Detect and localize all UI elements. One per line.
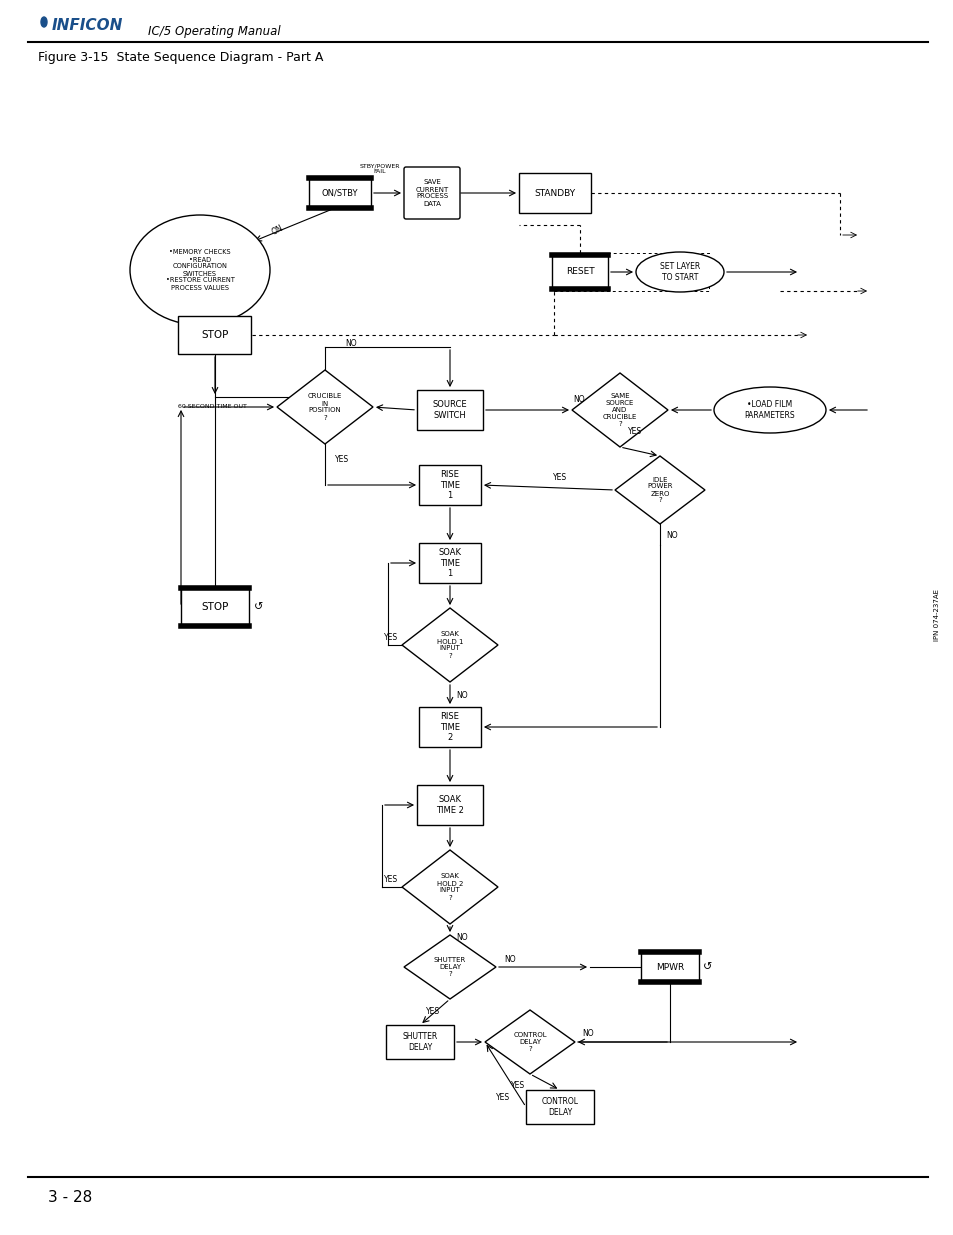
Polygon shape <box>403 935 496 999</box>
FancyBboxPatch shape <box>403 167 459 219</box>
Text: IDLE
POWER
ZERO
?: IDLE POWER ZERO ? <box>646 477 672 504</box>
Text: IC/5 Operating Manual: IC/5 Operating Manual <box>148 25 280 37</box>
Text: MPWR: MPWR <box>655 962 683 972</box>
Bar <box>552 254 607 289</box>
Text: YES: YES <box>335 454 349 463</box>
Bar <box>525 1091 594 1124</box>
Text: CONTROL
DELAY: CONTROL DELAY <box>541 1098 578 1116</box>
Text: NO: NO <box>581 1030 593 1039</box>
Text: 3 - 28: 3 - 28 <box>48 1189 92 1204</box>
Text: YES: YES <box>496 1093 510 1102</box>
Text: SHUTTER
DELAY
?: SHUTTER DELAY ? <box>434 957 466 977</box>
Bar <box>554 253 708 291</box>
Polygon shape <box>615 456 704 524</box>
Bar <box>416 390 482 430</box>
Text: YES: YES <box>511 1082 524 1091</box>
Text: SOAK
TIME
1: SOAK TIME 1 <box>438 548 461 578</box>
Text: NO: NO <box>503 955 515 963</box>
Ellipse shape <box>41 17 47 27</box>
Bar <box>309 178 371 207</box>
Ellipse shape <box>130 215 270 325</box>
Ellipse shape <box>713 387 825 433</box>
Text: SHUTTER
DELAY: SHUTTER DELAY <box>402 1032 437 1052</box>
Bar <box>518 173 590 212</box>
Text: Figure 3-15  State Sequence Diagram - Part A: Figure 3-15 State Sequence Diagram - Par… <box>38 51 323 63</box>
Bar <box>418 706 480 747</box>
Text: IPN 074-237AE: IPN 074-237AE <box>933 589 939 641</box>
Text: NO: NO <box>345 338 356 347</box>
Text: NO: NO <box>456 932 467 941</box>
Bar <box>181 588 249 626</box>
Text: NO: NO <box>456 690 467 699</box>
Bar <box>418 466 480 505</box>
Text: YES: YES <box>425 1007 439 1015</box>
Text: RISE
TIME
2: RISE TIME 2 <box>439 713 459 742</box>
Text: RISE
TIME
1: RISE TIME 1 <box>439 471 459 500</box>
Text: STOP: STOP <box>201 330 229 340</box>
Text: ↺: ↺ <box>702 962 712 972</box>
Polygon shape <box>572 373 667 447</box>
Text: SOAK
HOLD 2
INPUT
?: SOAK HOLD 2 INPUT ? <box>436 873 463 900</box>
Bar <box>416 785 482 825</box>
Text: YES: YES <box>383 632 397 641</box>
Text: SOAK
TIME 2: SOAK TIME 2 <box>436 795 463 815</box>
Text: 60 SECOND TIME OUT: 60 SECOND TIME OUT <box>178 405 247 410</box>
Text: ON: ON <box>271 224 285 237</box>
Text: NO: NO <box>665 531 677 540</box>
Text: STOP: STOP <box>201 601 229 613</box>
Polygon shape <box>276 370 373 445</box>
Text: INFICON: INFICON <box>52 17 123 32</box>
Text: YES: YES <box>553 473 566 482</box>
Bar <box>178 316 252 354</box>
Text: NO: NO <box>573 395 584 405</box>
Text: CRUCIBLE
IN
POSITION
?: CRUCIBLE IN POSITION ? <box>308 394 342 420</box>
Text: STANDBY: STANDBY <box>534 189 575 198</box>
Text: •MEMORY CHECKS
•READ
CONFIGURATION
SWITCHES
•RESTORE CURRENT
PROCESS VALUES: •MEMORY CHECKS •READ CONFIGURATION SWITC… <box>166 249 234 290</box>
Text: SAVE
CURRENT
PROCESS
DATA: SAVE CURRENT PROCESS DATA <box>415 179 448 206</box>
Polygon shape <box>484 1010 575 1074</box>
Bar <box>640 952 699 982</box>
Polygon shape <box>401 608 497 682</box>
Text: SAME
SOURCE
AND
CRUCIBLE
?: SAME SOURCE AND CRUCIBLE ? <box>602 393 637 427</box>
Text: YES: YES <box>627 427 641 436</box>
Text: RESET: RESET <box>565 268 594 277</box>
Text: STBY/POWER
FAIL: STBY/POWER FAIL <box>359 163 400 174</box>
Polygon shape <box>401 850 497 924</box>
Text: CONTROL
DELAY
?: CONTROL DELAY ? <box>513 1032 546 1052</box>
Text: SET LAYER
TO START: SET LAYER TO START <box>659 262 700 282</box>
Bar <box>386 1025 454 1058</box>
Text: SOAK
HOLD 1
INPUT
?: SOAK HOLD 1 INPUT ? <box>436 631 463 658</box>
Text: •LOAD FILM
PARAMETERS: •LOAD FILM PARAMETERS <box>744 400 795 420</box>
Text: ON/STBY: ON/STBY <box>321 189 358 198</box>
Text: SOURCE
SWITCH: SOURCE SWITCH <box>433 400 467 420</box>
Text: YES: YES <box>383 874 397 883</box>
Bar <box>418 543 480 583</box>
Ellipse shape <box>636 252 723 291</box>
Text: ↺: ↺ <box>254 601 263 613</box>
